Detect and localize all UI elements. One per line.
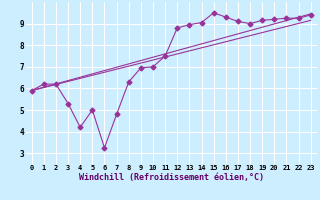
X-axis label: Windchill (Refroidissement éolien,°C): Windchill (Refroidissement éolien,°C) [79,173,264,182]
